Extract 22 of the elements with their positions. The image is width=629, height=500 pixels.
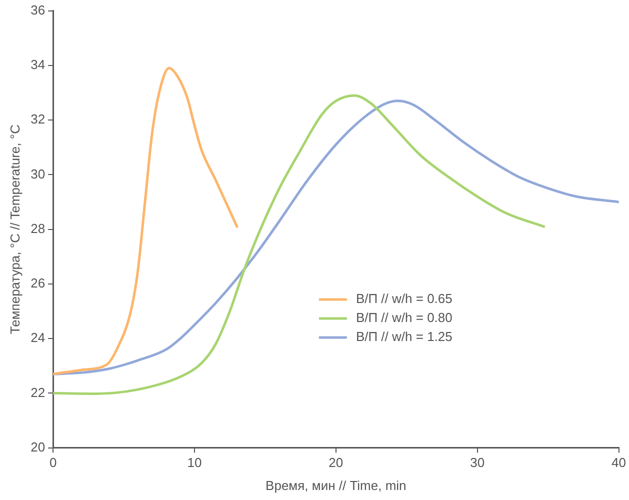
line-series	[53, 100, 619, 376]
y-tick-label: 22	[30, 384, 46, 400]
y-tick-label: 34	[30, 57, 46, 72]
y-tick-label: 32	[30, 112, 46, 127]
x-tick-label: 20	[328, 455, 344, 470]
y-tick-label: 26	[30, 276, 46, 291]
line-series	[53, 66, 238, 376]
x-tick-label: 40	[612, 455, 626, 470]
y-tick-label: 30	[30, 166, 46, 182]
x-tick-label: 0	[49, 455, 57, 470]
y-axis-title: Температура, °C // Temperature, °C	[7, 124, 22, 334]
y-tick-label: 24	[30, 330, 46, 346]
y-tick-label: 20	[30, 439, 46, 454]
legend-label: В/П // w/h = 1.25	[356, 329, 452, 344]
x-tick-label: 30	[470, 455, 485, 470]
x-tick-label: 10	[187, 455, 202, 470]
legend-label: В/П // w/h = 0.80	[356, 310, 452, 326]
y-tick-label: 36	[30, 2, 46, 18]
legend-label: В/П // w/h = 0.65	[356, 291, 452, 306]
x-axis-title: Время, мин // Time, min	[266, 478, 406, 493]
y-tick-label: 28	[30, 220, 46, 236]
line-series	[53, 94, 546, 395]
